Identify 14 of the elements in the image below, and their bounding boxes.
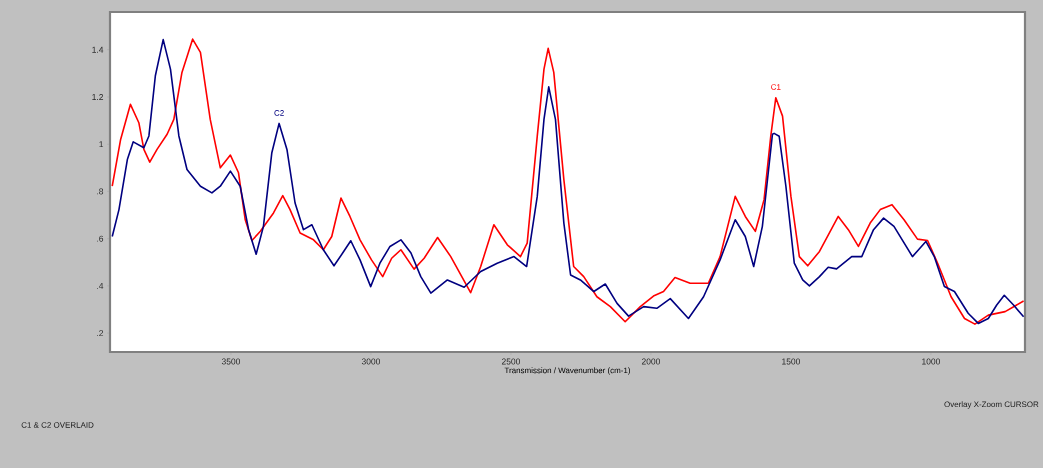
x-tick-label: 2000 [641,358,661,365]
y-tick-label: .4 [97,282,104,289]
y-tick-label: .6 [97,235,104,242]
y-tick-label: 1.4 [92,46,104,53]
x-tick-label: 3500 [221,358,241,365]
x-tick-label: 3000 [361,358,381,365]
x-tick-label: 2500 [501,358,521,365]
y-tick-label: 1 [99,141,104,148]
y-tick-label: 1.2 [92,94,104,100]
y-tick-label: .2 [97,330,104,337]
x-tick-label: 1000 [922,358,940,365]
x-tick-label: 1500 [782,358,801,365]
y-tick-label: .8 [97,188,104,195]
line-series [111,38,1025,325]
